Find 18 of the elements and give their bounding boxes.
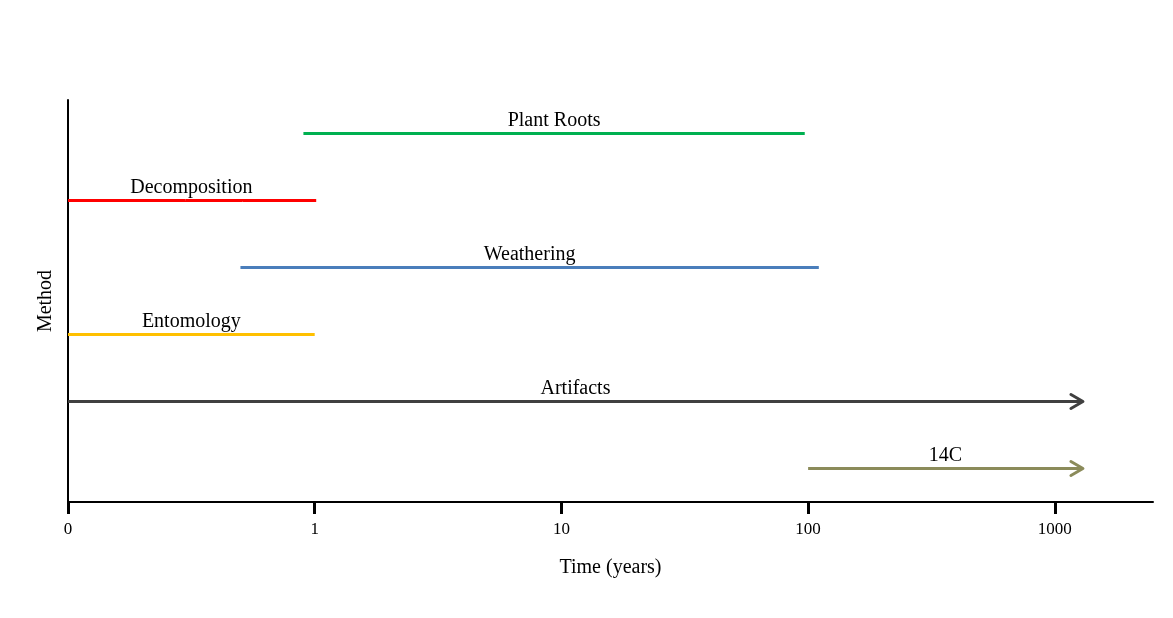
bar: [240, 266, 819, 269]
x-tick-label: 1: [310, 519, 319, 538]
y-tick-label: Artifacts: [540, 375, 611, 398]
bar: [68, 333, 315, 336]
bar: [303, 132, 805, 135]
y-axis-title: Method: [33, 269, 55, 333]
x-tick-label: 1000: [1037, 519, 1072, 538]
y-tick-label: Entomology: [141, 308, 241, 332]
bar: [68, 400, 1083, 403]
y-tick-label: Decomposition: [130, 174, 253, 198]
x-tick-label: 0: [63, 519, 73, 538]
y-tick-label: 14C: [928, 442, 963, 465]
x-axis-title: Time (years): [559, 555, 662, 578]
bar: [808, 467, 1083, 470]
y-tick-label: Plant Roots: [507, 107, 601, 130]
y-tick-label: Weathering: [483, 241, 576, 265]
x-tick-label: 10: [552, 519, 570, 538]
x-tick-label: 100: [795, 519, 821, 538]
